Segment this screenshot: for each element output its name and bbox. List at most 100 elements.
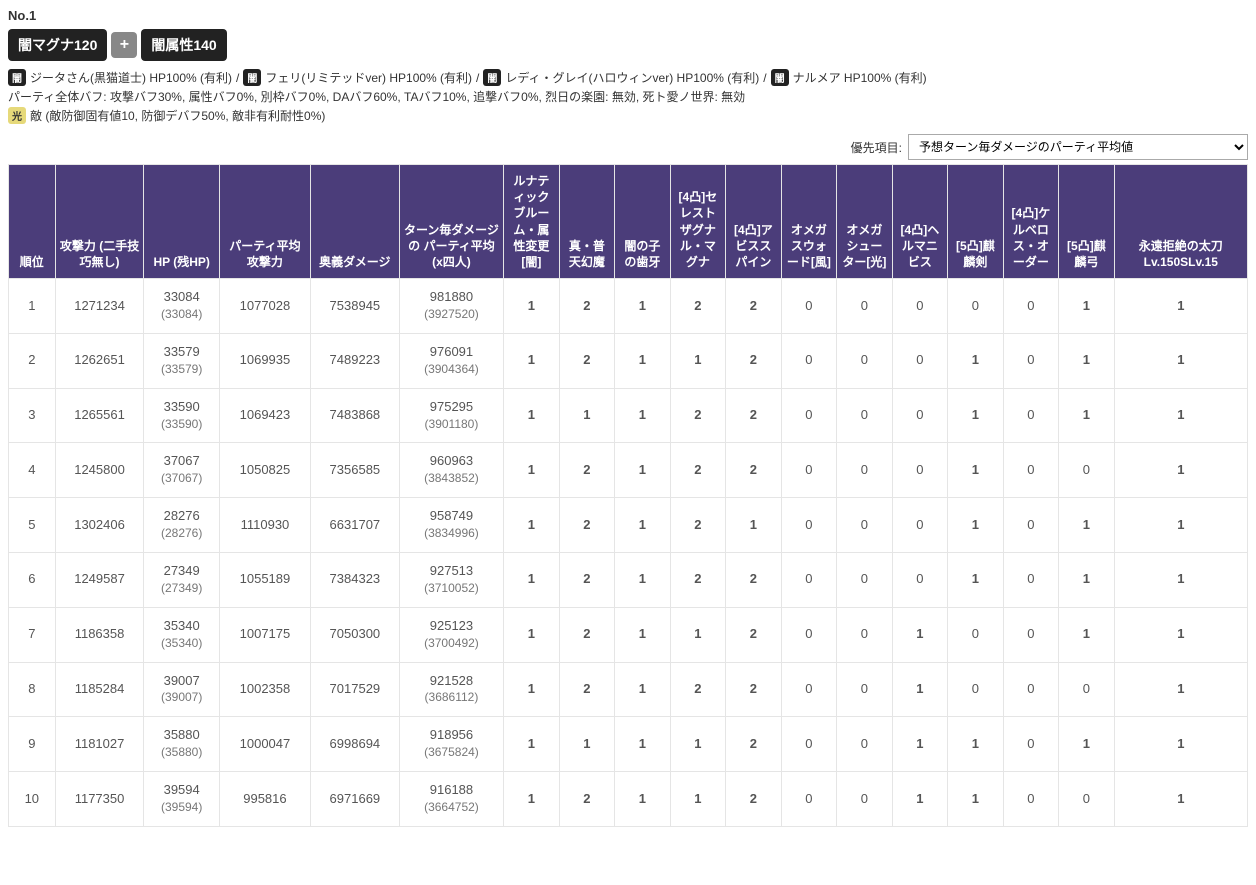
table-header-cell[interactable]: パーティ平均攻撃力 (219, 165, 310, 279)
table-header-cell[interactable]: オメガスウォード[風] (781, 165, 837, 279)
cell-rank: 9 (9, 717, 56, 772)
cell-weapon-count: 0 (1059, 772, 1115, 827)
cell-party-avg: 1077028 (219, 279, 310, 334)
table-header-cell[interactable]: 奥義ダメージ (310, 165, 399, 279)
cell-weapon-count: 1 (892, 607, 948, 662)
cell-ougi: 6631707 (310, 498, 399, 553)
cell-weapon-count: 0 (781, 662, 837, 717)
cell-weapon-count: 0 (837, 388, 893, 443)
enemy-text: 敵 (敵防御固有値10, 防御デバフ50%, 敵非有利耐性0%) (30, 107, 325, 124)
cell-turn-damage: 918956(3675824) (399, 717, 503, 772)
cell-weapon-count: 1 (1059, 607, 1115, 662)
cell-party-avg: 1055189 (219, 553, 310, 608)
table-header-cell[interactable]: ルナティックブルーム・属性変更[闇] (504, 165, 560, 279)
table-header-cell[interactable]: 攻撃力 (二手技巧無し) (55, 165, 144, 279)
cell-weapon-count: 2 (670, 498, 726, 553)
cell-hp: 33579(33579) (144, 333, 219, 388)
cell-weapon-count: 1 (615, 333, 671, 388)
cell-weapon-count: 0 (948, 662, 1004, 717)
cell-weapon-count: 1 (615, 717, 671, 772)
table-header-cell[interactable]: [4凸]ヘルマニビス (892, 165, 948, 279)
cell-attack: 1181027 (55, 717, 144, 772)
cell-weapon-count: 1 (1114, 717, 1247, 772)
results-table: 順位攻撃力 (二手技巧無し)HP (残HP)パーティ平均攻撃力奥義ダメージターン… (8, 164, 1248, 827)
table-header-cell[interactable]: ターン毎ダメージの パーティ平均 (x四人) (399, 165, 503, 279)
cell-weapon-count: 1 (670, 607, 726, 662)
cell-attack: 1249587 (55, 553, 144, 608)
cell-weapon-count: 2 (726, 607, 782, 662)
character-text: ジータさん(黒猫道士) HP100% (有利) (30, 69, 232, 86)
table-header-cell[interactable]: 永遠拒絶の太刀 Lv.150SLv.15 (1114, 165, 1247, 279)
cell-hp: 28276(28276) (144, 498, 219, 553)
table-row: 7118635835340(35340)10071757050300925123… (9, 607, 1248, 662)
cell-weapon-count: 1 (504, 388, 560, 443)
character-text: レディ・グレイ(ハロウィンver) HP100% (有利) (505, 69, 759, 86)
cell-weapon-count: 0 (837, 717, 893, 772)
cell-weapon-count: 1 (1059, 553, 1115, 608)
cell-hp: 39594(39594) (144, 772, 219, 827)
cell-weapon-count: 1 (1114, 607, 1247, 662)
cell-turn-damage: 975295(3901180) (399, 388, 503, 443)
cell-weapon-count: 1 (504, 717, 560, 772)
cell-weapon-count: 0 (1003, 388, 1059, 443)
cell-weapon-count: 1 (1059, 279, 1115, 334)
cell-ougi: 6971669 (310, 772, 399, 827)
cell-weapon-count: 1 (1059, 498, 1115, 553)
cell-weapon-count: 1 (559, 717, 615, 772)
table-header-cell[interactable]: 闇の子の歯牙 (615, 165, 671, 279)
priority-select[interactable]: 予想ターン毎ダメージのパーティ平均値 (908, 134, 1248, 160)
cell-weapon-count: 2 (559, 607, 615, 662)
summon-plus-button[interactable]: + (111, 32, 137, 58)
table-header-cell[interactable]: [5凸]麒麟剣 (948, 165, 1004, 279)
cell-weapon-count: 1 (948, 498, 1004, 553)
cell-weapon-count: 1 (670, 772, 726, 827)
table-row: 6124958727349(27349)10551897384323927513… (9, 553, 1248, 608)
table-header-cell[interactable]: HP (残HP) (144, 165, 219, 279)
cell-weapon-count: 0 (892, 333, 948, 388)
cell-hp: 33084(33084) (144, 279, 219, 334)
table-header-cell[interactable]: [4凸]アビススパイン (726, 165, 782, 279)
table-header-cell[interactable]: [4凸]セレストザグナル・マグナ (670, 165, 726, 279)
cell-weapon-count: 1 (504, 279, 560, 334)
cell-weapon-count: 2 (726, 443, 782, 498)
cell-weapon-count: 0 (837, 498, 893, 553)
table-header-cell[interactable]: [4凸]ケルベロス・オーダー (1003, 165, 1059, 279)
table-header-cell[interactable]: オメガシューター[光] (837, 165, 893, 279)
table-header-cell[interactable]: 順位 (9, 165, 56, 279)
cell-weapon-count: 0 (781, 498, 837, 553)
cell-weapon-count: 2 (559, 772, 615, 827)
cell-weapon-count: 0 (781, 553, 837, 608)
cell-weapon-count: 0 (837, 333, 893, 388)
cell-weapon-count: 1 (559, 388, 615, 443)
cell-party-avg: 1110930 (219, 498, 310, 553)
cell-weapon-count: 2 (726, 388, 782, 443)
cell-weapon-count: 0 (1003, 443, 1059, 498)
table-header-cell[interactable]: 真・普天幻魔 (559, 165, 615, 279)
enemy-line: 光 敵 (敵防御固有値10, 防御デバフ50%, 敵非有利耐性0%) (8, 107, 1248, 124)
cell-weapon-count: 2 (726, 772, 782, 827)
table-row: 2126265133579(33579)10699357489223976091… (9, 333, 1248, 388)
cell-attack: 1262651 (55, 333, 144, 388)
party-buffs-line: パーティ全体バフ: 攻撃バフ30%, 属性バフ0%, 別枠バフ0%, DAバフ6… (8, 88, 1248, 105)
cell-attack: 1186358 (55, 607, 144, 662)
cell-rank: 1 (9, 279, 56, 334)
cell-hp: 39007(39007) (144, 662, 219, 717)
priority-label: 優先項目: (851, 139, 902, 156)
table-row: 5130240628276(28276)11109306631707958749… (9, 498, 1248, 553)
cell-ougi: 7483868 (310, 388, 399, 443)
character-element-tag: 闇 (243, 69, 261, 86)
cell-weapon-count: 1 (504, 443, 560, 498)
cell-turn-damage: 925123(3700492) (399, 607, 503, 662)
cell-weapon-count: 0 (781, 333, 837, 388)
cell-weapon-count: 2 (670, 443, 726, 498)
table-header-cell[interactable]: [5凸]麒麟弓 (1059, 165, 1115, 279)
cell-weapon-count: 1 (948, 717, 1004, 772)
cell-weapon-count: 0 (892, 498, 948, 553)
cell-weapon-count: 0 (837, 662, 893, 717)
cell-rank: 4 (9, 443, 56, 498)
cell-weapon-count: 0 (781, 607, 837, 662)
cell-party-avg: 1002358 (219, 662, 310, 717)
cell-weapon-count: 2 (670, 662, 726, 717)
cell-attack: 1265561 (55, 388, 144, 443)
cell-attack: 1302406 (55, 498, 144, 553)
